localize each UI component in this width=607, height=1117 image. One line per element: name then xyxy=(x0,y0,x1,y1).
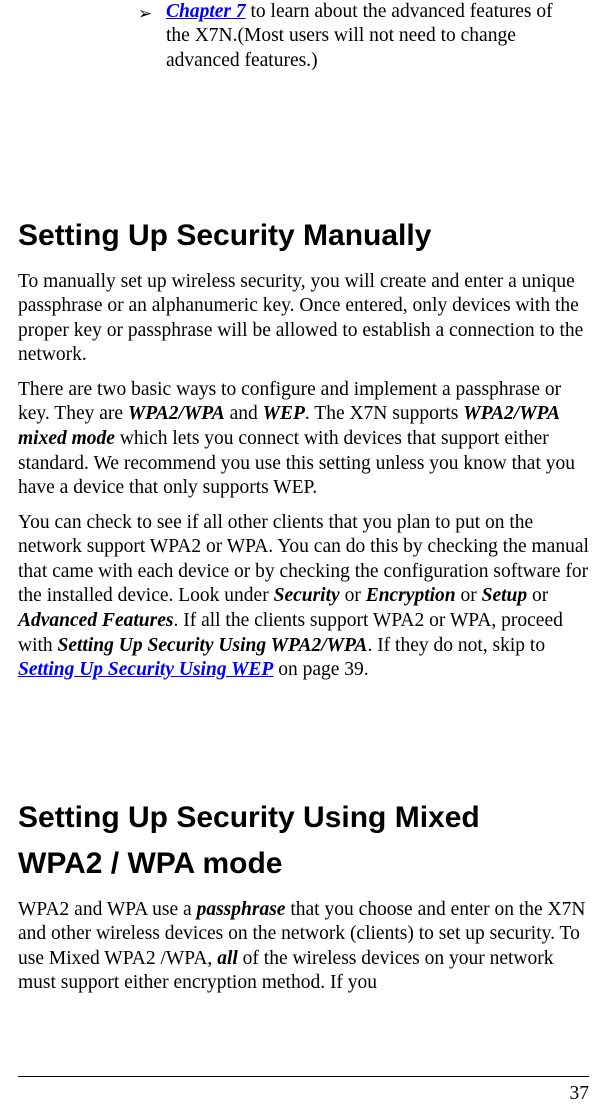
footer-divider xyxy=(18,1076,589,1077)
p3-bold-setup: Setup xyxy=(482,585,528,606)
section1-p2: There are two basic ways to configure an… xyxy=(18,378,589,501)
p2-text-d: . The X7N supports xyxy=(305,403,463,424)
p3-bold-advanced: Advanced Features xyxy=(18,610,173,631)
p3-text-e: . If they do not, skip to xyxy=(367,635,545,656)
spacer-2 xyxy=(18,683,589,795)
setting-up-wep-link[interactable]: Setting Up Security Using WEP xyxy=(18,659,273,680)
p2-text-c: and xyxy=(225,403,263,424)
section1-p3: You can check to see if all other client… xyxy=(18,511,589,683)
p3-or-1: or xyxy=(340,585,366,606)
bullet-content: Chapter 7 to learn about the advanced fe… xyxy=(166,0,569,73)
bullet-list-item: ➢ Chapter 7 to learn about the advanced … xyxy=(138,0,569,73)
s2p1-bold-passphrase: passphrase xyxy=(197,899,286,920)
section2-p1: WPA2 and WPA use a passphrase that you c… xyxy=(18,898,589,996)
p3-or-3: or xyxy=(527,585,548,606)
section-heading-2-line1: Setting Up Security Using Mixed xyxy=(18,795,589,842)
bullet-symbol: ➢ xyxy=(138,0,166,73)
section-heading-2-line2: WPA2 / WPA mode xyxy=(18,841,589,888)
spacer xyxy=(18,73,589,213)
chapter-7-link[interactable]: Chapter 7 xyxy=(166,1,246,22)
p2-bold-wpa2wpa: WPA2/WPA xyxy=(128,403,225,424)
p2-bold-wep: WEP xyxy=(263,403,305,424)
p3-text-f: on page 39. xyxy=(273,659,368,680)
p3-bold-security: Security xyxy=(274,585,340,606)
p3-bold-settingup-wpa: Setting Up Security Using WPA2/WPA xyxy=(58,635,368,656)
s2p1-text-a: WPA2 and WPA use a xyxy=(18,899,197,920)
page-number: 37 xyxy=(570,1083,590,1105)
p3-bold-encryption: Encryption xyxy=(366,585,456,606)
section1-p1: To manually set up wireless security, yo… xyxy=(18,270,589,368)
p3-or-2: or xyxy=(456,585,482,606)
s2p1-bold-all: all xyxy=(217,948,238,969)
section-heading-1: Setting Up Security Manually xyxy=(18,213,589,260)
